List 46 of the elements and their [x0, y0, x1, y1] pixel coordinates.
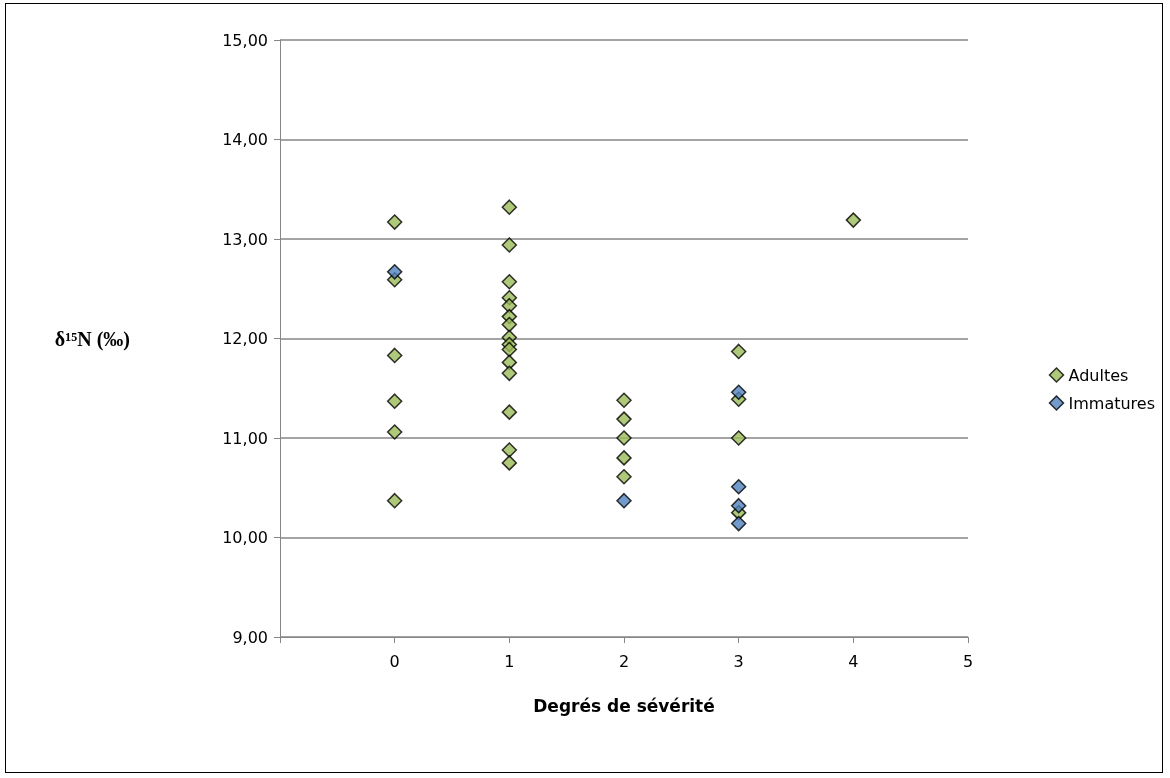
x-tick-label: 4	[848, 651, 859, 671]
x-tick-label: 3	[733, 651, 744, 671]
y-tick-label: 10,00	[222, 528, 268, 547]
point	[501, 274, 518, 290]
point	[730, 515, 747, 532]
point	[501, 404, 518, 420]
point	[730, 384, 747, 400]
x-tick-label: 1	[504, 651, 515, 671]
point	[616, 469, 632, 485]
point	[616, 430, 632, 446]
point	[501, 354, 518, 371]
point	[730, 343, 747, 360]
point	[501, 455, 518, 471]
point	[730, 497, 747, 514]
y-tick-label: 13,00	[222, 229, 268, 249]
x-tick-label: 0	[389, 651, 400, 671]
point	[501, 316, 518, 333]
legend-label: Immatures	[1068, 393, 1155, 413]
x-tick-label: 5	[962, 651, 974, 671]
x-axis-title: Degrés de sévérité	[533, 695, 715, 716]
point	[386, 393, 403, 409]
point	[730, 479, 747, 495]
point	[386, 424, 403, 440]
point	[616, 392, 632, 408]
point	[616, 450, 632, 466]
y-tick-label: 11,00	[222, 428, 268, 448]
point	[501, 237, 518, 253]
y-tick-label: 14,00	[222, 130, 268, 149]
point	[501, 442, 518, 458]
x-tick-label: 2	[618, 651, 630, 671]
y-tick-label: 9,00	[232, 627, 268, 647]
point	[730, 430, 747, 446]
point	[845, 212, 862, 228]
point	[501, 199, 518, 215]
y-tick-label: 15,00	[222, 30, 268, 50]
point	[386, 264, 403, 280]
legend-label: Adultes	[1068, 365, 1129, 385]
point	[616, 411, 632, 427]
point	[386, 492, 403, 509]
point	[501, 365, 518, 382]
y-tick-label: 12,00	[222, 329, 268, 348]
y-axis-title: δ¹⁵N (‰)	[54, 327, 130, 351]
point	[616, 492, 632, 509]
point	[501, 341, 518, 358]
point	[386, 347, 403, 364]
point	[386, 214, 403, 230]
